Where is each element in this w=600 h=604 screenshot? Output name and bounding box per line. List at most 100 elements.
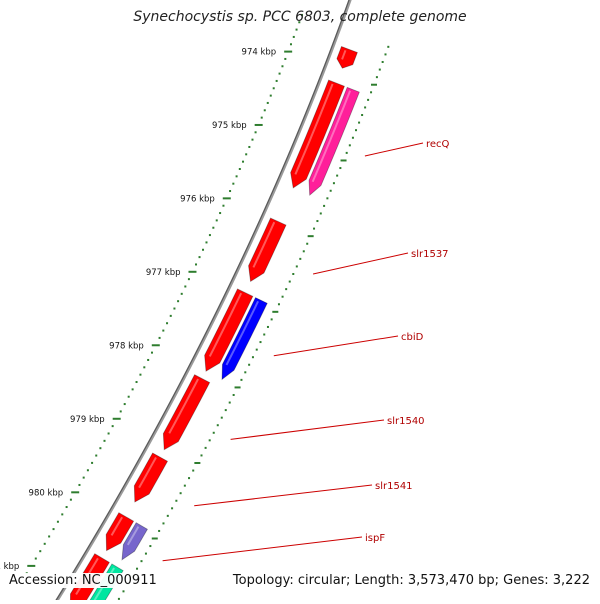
outer-minor-tick xyxy=(316,220,319,223)
outer-minor-tick xyxy=(319,212,322,215)
minor-tick xyxy=(95,454,98,457)
gene-arrow-8[interactable] xyxy=(105,512,135,552)
minor-tick xyxy=(245,153,248,156)
minor-tick xyxy=(278,72,281,75)
gene-label-slr1541[interactable]: slr1541 xyxy=(375,481,413,492)
kbp-label: 974 kbp xyxy=(242,48,277,58)
gene-label-slr1537[interactable]: slr1537 xyxy=(411,249,449,260)
kbp-label: 977 kbp xyxy=(146,268,181,278)
gene-label-recQ[interactable]: recQ xyxy=(426,139,450,150)
minor-tick xyxy=(173,307,176,310)
outer-minor-tick xyxy=(285,288,288,291)
minor-tick xyxy=(82,476,85,479)
minor-tick xyxy=(123,403,126,406)
leader-lines-layer xyxy=(162,142,424,562)
outer-minor-tick xyxy=(149,545,152,548)
outer-minor-tick xyxy=(220,416,223,419)
outer-minor-tick xyxy=(381,60,384,63)
gene-ispF[interactable] xyxy=(121,522,148,561)
minor-tick xyxy=(135,381,138,384)
outer-minor-tick xyxy=(329,189,332,192)
minor-tick xyxy=(147,358,150,361)
outer-minor-tick xyxy=(251,356,254,359)
outer-minor-tick xyxy=(361,114,364,117)
minor-tick xyxy=(281,65,284,68)
minor-tick xyxy=(119,410,122,413)
gene-label-slr1540[interactable]: slr1540 xyxy=(387,416,425,427)
outer-minor-tick xyxy=(244,371,247,374)
genes-layer xyxy=(69,45,360,604)
minor-tick xyxy=(272,87,275,90)
outer-minor-tick xyxy=(355,129,358,132)
leader-line-cbiD xyxy=(273,335,399,357)
minor-tick xyxy=(169,314,172,317)
outer-minor-tick xyxy=(144,552,147,555)
gene-slr1540[interactable] xyxy=(162,374,211,451)
outer-minor-tick xyxy=(351,136,354,139)
leader-line-ispF xyxy=(162,536,363,562)
minor-tick xyxy=(107,432,110,435)
minor-tick xyxy=(43,542,46,545)
outer-minor-tick xyxy=(171,507,174,510)
backbone-layer xyxy=(52,0,352,604)
minor-tick xyxy=(242,160,245,163)
outer-minor-tick xyxy=(281,295,284,298)
outer-minor-tick xyxy=(292,273,295,276)
outer-ticks-layer xyxy=(117,45,390,600)
minor-tick xyxy=(195,263,198,266)
minor-tick xyxy=(238,167,241,170)
gene-arrow-4[interactable] xyxy=(204,288,254,372)
gene-label-cbiD[interactable]: cbiD xyxy=(401,332,424,343)
minor-tick xyxy=(56,520,59,523)
minor-tick xyxy=(150,351,153,354)
outer-minor-tick xyxy=(370,91,373,94)
minor-tick xyxy=(111,425,114,428)
minor-tick xyxy=(232,182,235,185)
outer-minor-tick xyxy=(313,227,316,230)
minor-tick xyxy=(202,248,205,251)
outer-minor-tick xyxy=(332,182,335,185)
minor-tick xyxy=(61,513,64,516)
gene-cbiD[interactable] xyxy=(221,297,268,381)
outer-minor-tick xyxy=(122,590,125,593)
minor-tick xyxy=(229,190,232,193)
outer-minor-tick xyxy=(166,514,169,517)
minor-tick xyxy=(248,145,251,148)
kbp-label: 978 kbp xyxy=(109,341,144,351)
outer-minor-tick xyxy=(259,341,262,344)
gene-arrow-0[interactable] xyxy=(336,45,358,69)
outer-minor-tick xyxy=(162,522,165,525)
minor-tick xyxy=(212,226,215,229)
outer-minor-tick xyxy=(323,204,326,207)
minor-tick xyxy=(208,234,211,237)
minor-tick xyxy=(260,116,263,119)
gene-slr1541[interactable] xyxy=(133,452,169,503)
outer-minor-tick xyxy=(299,257,302,260)
minor-tick xyxy=(86,469,89,472)
outer-minor-tick xyxy=(302,250,305,253)
map-title: Synechocystis sp. PCC 6803, complete gen… xyxy=(133,9,467,25)
outer-minor-tick xyxy=(288,280,291,283)
minor-tick xyxy=(263,109,266,112)
gene-recQ[interactable] xyxy=(308,86,360,196)
outer-minor-tick xyxy=(228,401,231,404)
outer-minor-tick xyxy=(136,567,139,570)
genome-summary-text: Topology: circular; Length: 3,573,470 bp… xyxy=(230,573,592,588)
minor-tick xyxy=(131,388,134,391)
kbp-label: 981 kbp xyxy=(0,562,19,572)
genome-backbone xyxy=(52,0,352,604)
gene-arrow-1[interactable] xyxy=(290,79,345,189)
outer-minor-tick xyxy=(208,439,211,442)
minor-tick xyxy=(295,28,298,31)
minor-tick xyxy=(99,447,102,450)
minor-tick xyxy=(91,461,94,464)
outer-minor-tick xyxy=(295,265,298,268)
gene-slr1537[interactable] xyxy=(248,217,287,283)
minor-tick xyxy=(34,557,37,560)
gene-label-ispF[interactable]: ispF xyxy=(365,533,385,544)
outer-minor-tick xyxy=(326,197,329,200)
outer-minor-tick xyxy=(255,348,258,351)
outer-minor-tick xyxy=(175,499,178,502)
minor-tick xyxy=(177,300,180,303)
